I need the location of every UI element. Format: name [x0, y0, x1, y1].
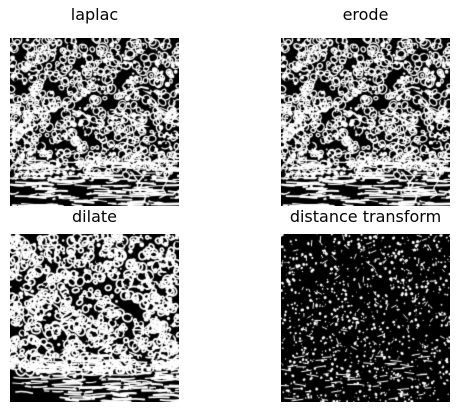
- erode-image: [281, 38, 450, 206]
- dilate-image: [10, 234, 179, 402]
- panel-erode: erode: [281, 5, 450, 206]
- panel-title-distance-transform: distance transform: [289, 207, 442, 226]
- laplac-image: [10, 38, 179, 206]
- panel-distance-transform: distance transform: [281, 208, 450, 402]
- panel-title-dilate: dilate: [72, 207, 117, 226]
- panel-title-erode: erode: [342, 5, 389, 24]
- panel-title-laplac: laplac: [70, 5, 119, 24]
- distance-transform-image: [281, 234, 450, 402]
- panel-dilate: dilate: [10, 208, 179, 402]
- panel-laplac: laplac: [10, 5, 179, 206]
